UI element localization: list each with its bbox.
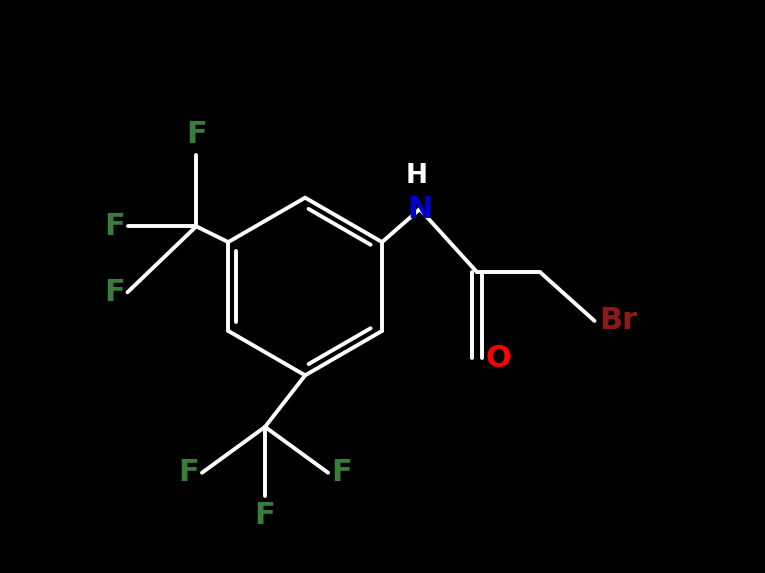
- Text: F: F: [255, 501, 275, 531]
- Text: N: N: [407, 195, 432, 223]
- Text: F: F: [104, 212, 125, 241]
- Text: O: O: [486, 344, 512, 372]
- Text: F: F: [104, 278, 125, 307]
- Text: H: H: [406, 163, 428, 189]
- Text: F: F: [186, 120, 207, 149]
- Text: Br: Br: [599, 307, 637, 335]
- Text: F: F: [331, 458, 352, 487]
- Text: F: F: [178, 458, 199, 487]
